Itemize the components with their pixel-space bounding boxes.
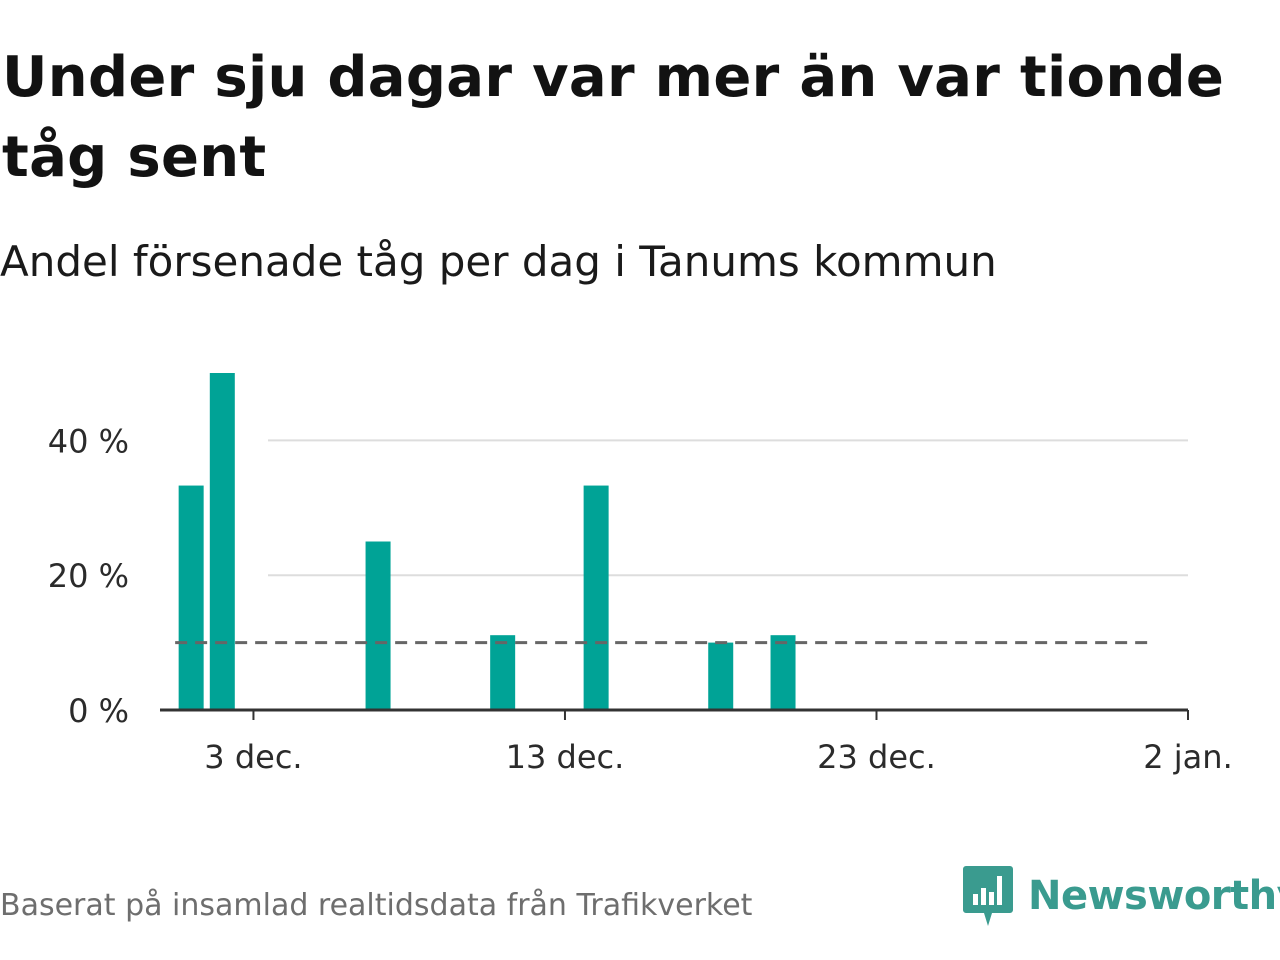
axis-labels: 0 % 20 % 40 % 3 dec. 13 dec. 23 dec. 2 jan. bbox=[48, 422, 1233, 776]
source-note: Baserat på insamlad realtidsdata från Tr… bbox=[0, 888, 753, 923]
y-tick-label: 20 % bbox=[48, 557, 129, 595]
bars bbox=[178, 373, 796, 710]
brand-logo[interactable]: Newsworthy bbox=[962, 862, 1280, 930]
brand-name: Newsworthy bbox=[1028, 873, 1280, 919]
x-tick-label: 2 jan. bbox=[1143, 738, 1232, 776]
bar bbox=[583, 485, 609, 710]
chart-title: Under sju dagar var mer än var tionde tå… bbox=[2, 45, 1225, 190]
bar bbox=[365, 541, 391, 710]
chart-subtitle: Andel försenade tåg per dag i Tanums kom… bbox=[0, 237, 997, 286]
bar bbox=[209, 373, 235, 710]
x-tick-label: 23 dec. bbox=[817, 738, 936, 776]
newsworthy-logo-icon bbox=[963, 866, 1013, 926]
bar bbox=[708, 642, 734, 710]
y-tick-label: 0 % bbox=[68, 692, 129, 730]
y-tick-label: 40 % bbox=[48, 422, 129, 460]
x-tick-label: 13 dec. bbox=[506, 738, 625, 776]
x-tick-label: 3 dec. bbox=[204, 738, 302, 776]
gridlines bbox=[268, 439, 1188, 577]
bar bbox=[770, 635, 796, 710]
bar bbox=[178, 485, 204, 710]
bar-chart: 0 % 20 % 40 % 3 dec. 13 dec. 23 dec. 2 jan. bbox=[48, 373, 1233, 776]
x-axis bbox=[160, 708, 1189, 720]
bar bbox=[490, 635, 516, 710]
